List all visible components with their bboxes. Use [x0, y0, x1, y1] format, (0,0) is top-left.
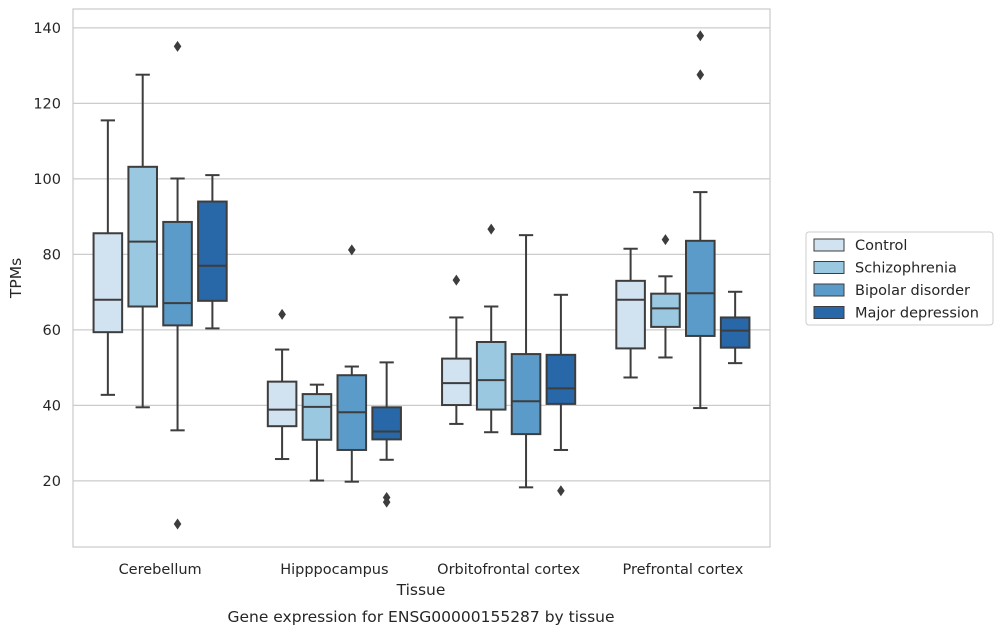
x-axis-title: Tissue: [396, 581, 446, 599]
legend-swatch: [813, 261, 845, 274]
box: [162, 220, 193, 327]
outlier-point: [173, 518, 182, 530]
outlier-point: [557, 485, 565, 497]
outlier-point: [278, 308, 286, 320]
box-group: [92, 119, 124, 396]
x-tick-label: Prefrontal cortex: [622, 562, 743, 578]
box: [545, 353, 577, 405]
x-tick-label: Hipppocampus: [280, 562, 388, 578]
box: [650, 292, 681, 328]
legend-label: Schizophrenia: [855, 261, 957, 277]
y-tick-labels: 20 40 60 80 100 120 140: [33, 21, 61, 490]
box-group: [719, 290, 751, 365]
x-tick-label: Cerebellum: [119, 562, 202, 578]
figure-caption: Gene expression for ENSG00000155287 by t…: [227, 608, 614, 626]
y-tick-label: 40: [43, 398, 61, 414]
y-tick-label: 140: [33, 21, 61, 37]
box-group: [545, 293, 577, 497]
box: [685, 239, 716, 337]
box-group: [650, 234, 681, 359]
legend-label: Major depression: [855, 306, 979, 322]
legend-frame: [805, 231, 994, 326]
box: [441, 357, 472, 407]
box-group: [685, 30, 716, 410]
box: [197, 200, 228, 302]
y-tick-label: 60: [43, 323, 61, 339]
box: [475, 340, 507, 411]
legend-label: Bipolar disorder: [855, 283, 970, 299]
outlier-point: [348, 244, 356, 256]
x-tick-labels: Cerebellum Hipppocampus Orbitofrontal cort…: [119, 562, 744, 578]
y-axis-title: TPMs: [7, 258, 25, 299]
legend-label: Control: [855, 238, 907, 254]
box-group: [301, 383, 333, 482]
y-tick-label: 100: [33, 172, 61, 188]
outlier-point: [661, 234, 670, 246]
box-group: [371, 361, 402, 508]
box-group: [441, 274, 472, 425]
box-group: [127, 73, 158, 409]
box: [266, 380, 298, 428]
outlier-point: [487, 223, 495, 235]
outlier-point: [382, 492, 391, 504]
plot-frame: [72, 8, 771, 548]
box: [510, 353, 542, 436]
box-group: [475, 223, 507, 434]
box-group: [336, 244, 368, 483]
outlier-point: [696, 30, 705, 42]
outlier-point: [696, 69, 705, 81]
y-tick-label: 80: [43, 247, 61, 263]
box-group: [510, 234, 542, 489]
legend-swatch: [813, 306, 845, 319]
x-tick-label: Orbitofrontal cortex: [437, 562, 580, 578]
legend: Control Schizophrenia Bipolar disorder Majo…: [805, 231, 994, 326]
box-group: [266, 308, 298, 461]
legend-swatch: [813, 238, 845, 252]
box-group: [197, 174, 228, 330]
outlier-point: [173, 40, 182, 52]
box: [615, 279, 646, 350]
box: [371, 406, 402, 441]
box: [719, 316, 751, 349]
box: [301, 393, 333, 441]
y-tick-label: 120: [33, 96, 61, 112]
box: [127, 165, 158, 308]
box-plots: [92, 30, 751, 530]
box-group: [615, 247, 646, 379]
y-tick-label: 20: [43, 474, 61, 490]
outlier-point: [452, 274, 461, 286]
legend-swatch: [813, 283, 845, 297]
box-group: [162, 40, 193, 530]
box: [92, 232, 124, 334]
